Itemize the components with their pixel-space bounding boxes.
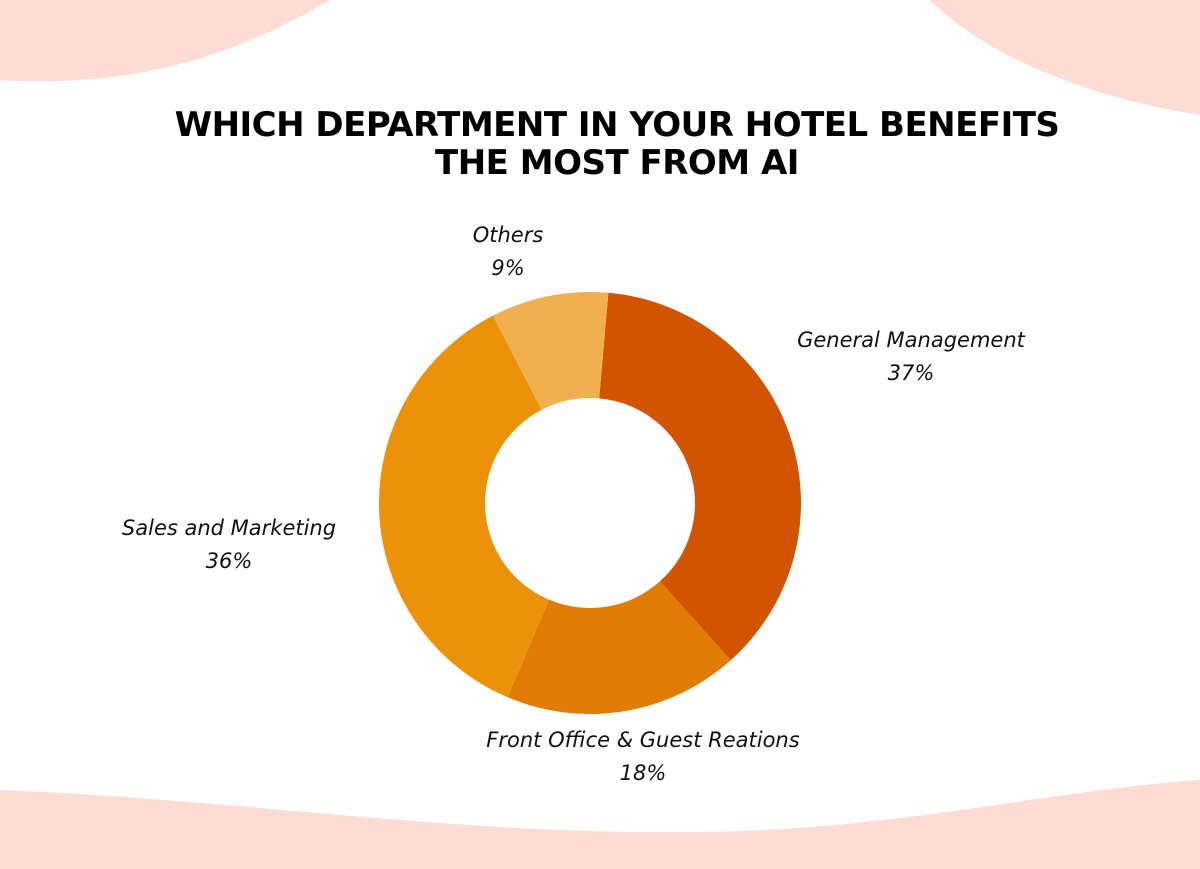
donut-slice [492,292,609,410]
donut-slice [599,292,801,661]
slice-value-label: 37% [888,361,935,385]
donut-slice [507,581,731,714]
slice-label: Others [473,223,544,247]
slice-value-label: 36% [206,549,253,573]
slice-label: Front Office & Guest Reations [486,728,799,752]
decor-blob [930,0,1200,115]
decor-blob [0,0,330,82]
decor-wave [0,780,1200,869]
donut [379,292,801,714]
chart-title: WHICH DEPARTMENT IN YOUR HOTEL BENEFITS … [174,105,1060,183]
donut-slice [379,315,549,698]
slice-value-label: 9% [491,256,524,280]
slice-label: General Management [797,328,1026,352]
slice-value-label: 18% [620,761,667,785]
labels: General Management 37% Front Office & Gues… [122,223,1026,785]
slice-label: Sales and Marketing [122,516,336,540]
